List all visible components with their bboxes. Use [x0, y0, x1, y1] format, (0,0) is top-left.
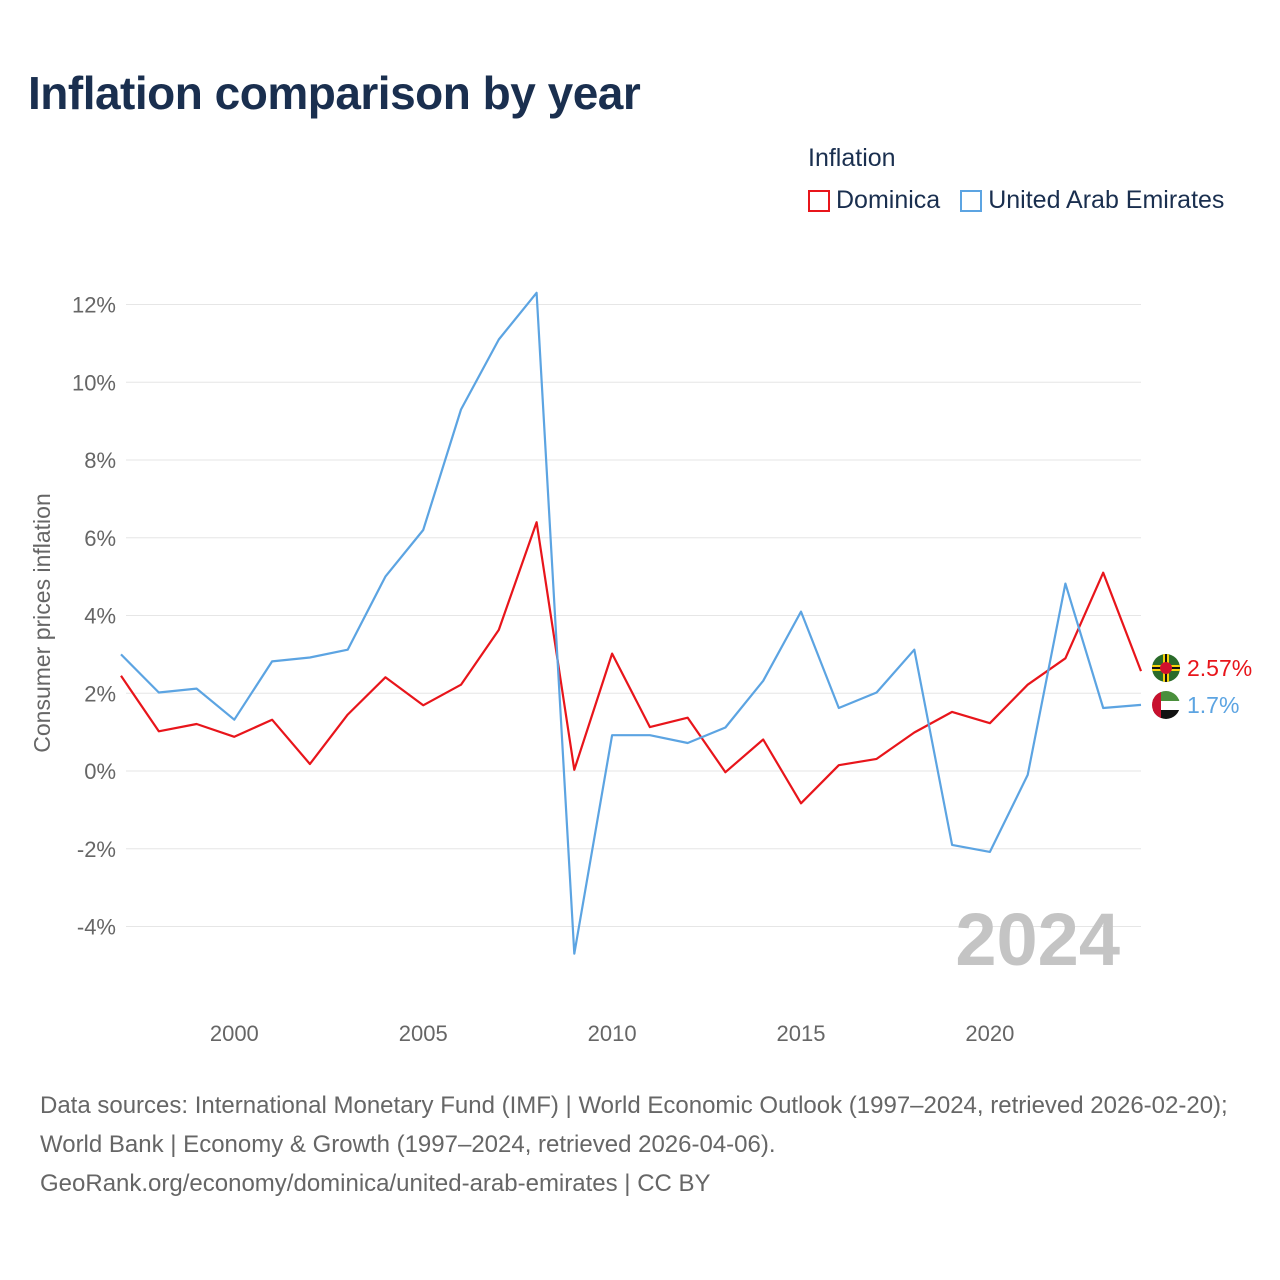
legend-swatch-dominica: [808, 189, 830, 212]
end-markers: 2.57% 1.7%: [1152, 654, 1252, 719]
grid-lines: [126, 304, 1141, 927]
uae-flag-icon: [1152, 691, 1180, 719]
y-tick-labels: -4% -2% 0% 2% 4% 6% 8% 10% 12%: [72, 293, 116, 940]
legend-swatch-uae: [960, 189, 983, 212]
end-label-dominica: 2.57%: [1187, 655, 1252, 681]
x-tick-label: 2015: [777, 1021, 826, 1046]
dominica-flag-icon: [1152, 654, 1180, 682]
y-tick-label: -4%: [77, 915, 116, 940]
end-label-uae: 1.7%: [1187, 692, 1239, 718]
legend-item-dominica[interactable]: Dominica: [808, 186, 940, 215]
legend-title: Inflation: [808, 144, 896, 172]
y-tick-label: 10%: [72, 370, 116, 395]
y-tick-label: 4%: [84, 604, 116, 629]
legend-label-uae: United Arab Emirates: [988, 186, 1225, 214]
legend-item-uae[interactable]: United Arab Emirates: [960, 186, 1224, 215]
y-tick-label: 6%: [84, 526, 116, 551]
series-lines: [120, 291, 1143, 955]
series-line-dominica[interactable]: [120, 521, 1143, 805]
x-tick-label: 2020: [965, 1021, 1014, 1046]
y-tick-label: 8%: [84, 448, 116, 473]
y-tick-label: 2%: [84, 681, 116, 706]
legend: Dominica United Arab Emirates: [808, 186, 1224, 215]
x-tick-label: 2000: [210, 1021, 259, 1046]
y-tick-label: -2%: [77, 837, 116, 862]
x-tick-label: 2010: [588, 1021, 637, 1046]
y-tick-label: 0%: [84, 759, 116, 784]
x-tick-labels: 2000 2005 2010 2015 2020: [210, 1021, 1015, 1046]
source-link[interactable]: GeoRank.org/economy/dominica/united-arab…: [40, 1170, 711, 1197]
chart-title: Inflation comparison by year: [28, 67, 641, 119]
y-axis-label: Consumer prices inflation: [29, 493, 55, 753]
legend-label-dominica: Dominica: [836, 186, 941, 214]
y-tick-label: 12%: [72, 293, 116, 318]
line-chart: -4%-2%0%2%4%6%8%10%12% 2000 2005 2010 2015 2…: [29, 291, 1252, 1046]
series-line-uae[interactable]: [120, 291, 1142, 955]
year-watermark: 2024: [955, 898, 1120, 981]
source-text: Data sources: International Monetary Fun…: [40, 1092, 1228, 1158]
source-note: Data sources: International Monetary Fun…: [40, 1086, 1250, 1203]
x-tick-label: 2005: [399, 1021, 448, 1046]
